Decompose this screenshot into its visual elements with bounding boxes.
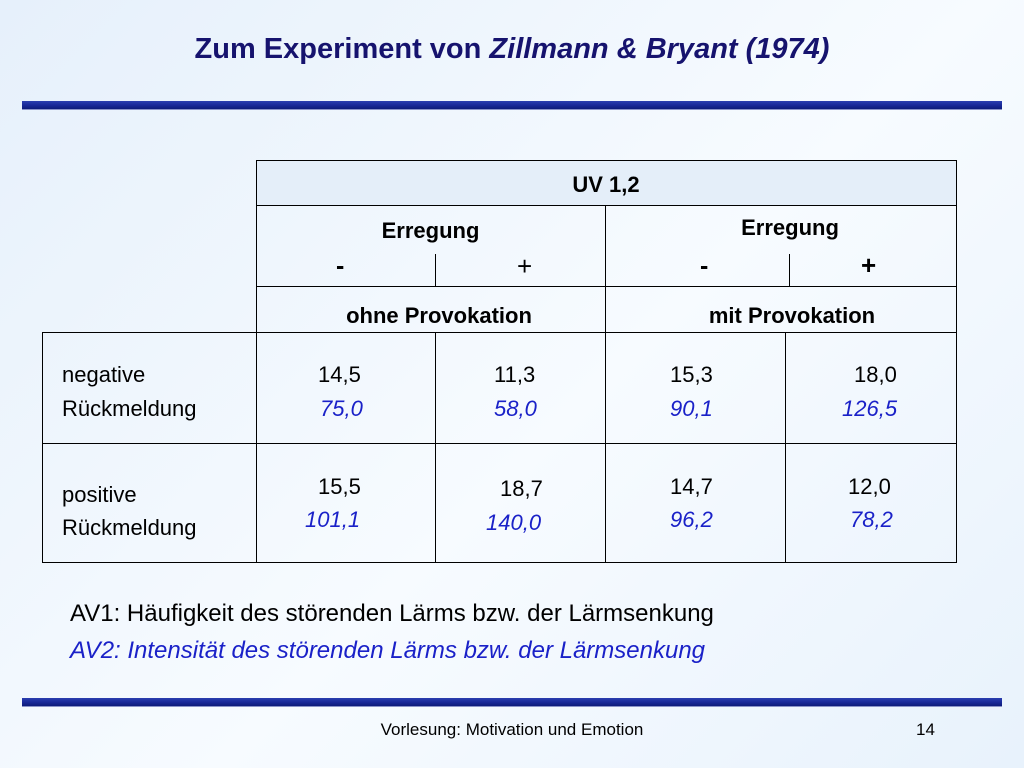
table-cell: 140,0 [486,510,542,535]
table-line [256,160,957,161]
table-cell: 12,0 [848,474,891,499]
table-cell: 18,0 [854,362,897,387]
sign-minus-right: - [700,252,709,280]
erregung-left-header: Erregung [381,218,480,243]
row-label-positive: positive [62,482,137,507]
table-cell: 15,5 [318,474,361,499]
table-line [42,332,43,563]
bottom-divider [22,698,1002,706]
table-line [956,160,957,563]
sign-plus-left: + [517,251,533,281]
table-line [42,443,957,444]
condition-right-header: mit Provokation [708,303,876,328]
row-label-negative-2: Rückmeldung [62,396,197,421]
table-cell: 126,5 [842,396,898,421]
table-cell: 18,7 [500,476,543,501]
table-line [42,562,957,563]
note-av1: AV1: Häufigkeit des störenden Lärms bzw.… [70,600,714,627]
footer-lecture: Vorlesung: Motivation und Emotion [380,720,644,739]
uv-header-band [256,161,956,206]
slide-title: Zum Experiment von Zillmann & Bryant (19… [0,33,1024,66]
table-line [605,205,606,563]
table-cell: 90,1 [670,396,713,421]
title-authors: Zillmann & Bryant (1974) [489,33,830,65]
table-cell: 101,1 [305,507,361,532]
table-cell: 75,0 [320,396,363,421]
table-cell: 11,3 [494,362,536,387]
table-cell: 58,0 [494,396,537,421]
table-line [256,286,957,287]
table-line [435,254,436,286]
table-line [256,205,957,206]
table-line [789,254,790,286]
table-cell: 14,5 [318,362,361,387]
table-line [42,332,957,333]
title-prefix: Zum Experiment von [194,33,490,65]
erregung-right-header: Erregung [741,215,839,240]
note-av2: AV2: Intensität des störenden Lärms bzw.… [70,637,706,664]
table-cell: 14,7 [670,474,713,499]
table-line [435,332,436,563]
table-cell: 96,2 [670,507,713,532]
sign-plus-right: + [861,250,877,280]
uv-header: UV 1,2 [572,172,640,197]
table-cell: 78,2 [850,507,893,532]
sign-minus-left: - [336,252,345,280]
condition-left-header: ohne Provokation [346,303,532,328]
top-divider [22,101,1002,109]
page-number: 14 [916,720,935,739]
table-cell: 15,3 [670,362,713,387]
row-label-positive-2: Rückmeldung [62,515,197,540]
table-line [785,332,786,563]
row-label-negative: negative [62,362,146,387]
table-line [256,160,257,563]
